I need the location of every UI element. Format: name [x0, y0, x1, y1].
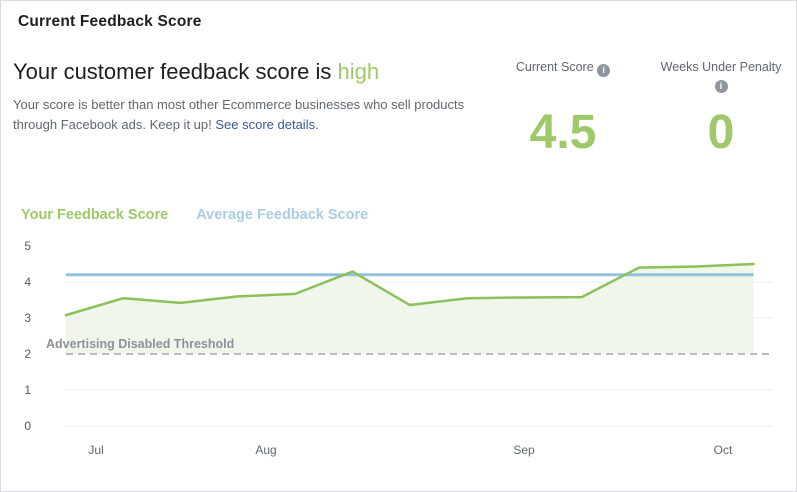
x-axis-label: Sep	[513, 443, 535, 457]
y-axis-label: 0	[24, 419, 31, 433]
score-description: Your score is better than most other Eco…	[13, 95, 473, 135]
score-description-text: Your score is better than most other Eco…	[13, 97, 465, 132]
see-score-details-link[interactable]: See score details	[215, 117, 316, 132]
threshold-label: Advertising Disabled Threshold	[46, 337, 234, 351]
score-description-suffix: .	[315, 117, 319, 132]
score-status: high	[337, 59, 380, 84]
info-icon[interactable]: i	[714, 80, 728, 93]
y-axis-label: 1	[24, 383, 31, 397]
y-axis-label: 5	[24, 239, 31, 253]
feedback-score-chart: 0 1 2 3 4 5 Advertising Disabled Threshold Jul A…	[1, 231, 796, 491]
weeks-under-penalty-value: 0	[707, 106, 735, 159]
stats-panel: Current Score i 4.5 Weeks Under Penalty …	[489, 59, 796, 159]
y-axis-label: 4	[24, 275, 31, 289]
y-axis-label: 2	[24, 347, 31, 361]
info-icon[interactable]: i	[597, 64, 611, 77]
x-axis-label: Aug	[255, 443, 276, 457]
score-headline-text: Your customer feedback score is	[13, 59, 338, 84]
x-axis-label: Jul	[88, 443, 103, 457]
weeks-under-penalty-label: Weeks Under Penalty i	[660, 60, 782, 93]
legend-your-feedback-score[interactable]: Your Feedback Score	[21, 207, 169, 223]
chart-legend: Your Feedback Score Average Feedback Sco…	[21, 207, 368, 223]
current-score-stat: Current Score i 4.5	[489, 59, 637, 157]
chart-canvas: 0 1 2 3 4 5 Advertising Disabled Threshold Jul A…	[24, 239, 773, 457]
legend-average-feedback-score[interactable]: Average Feedback Score	[196, 207, 369, 223]
current-score-label: Current Score i	[489, 59, 637, 107]
weeks-under-penalty-stat: Weeks Under Penalty i 0	[645, 59, 796, 159]
y-axis-label: 3	[24, 311, 31, 325]
your-feedback-score-line	[64, 262, 755, 317]
current-score-value: 4.5	[529, 106, 597, 159]
x-axis-label: Oct	[714, 443, 733, 457]
score-headline: Your customer feedback score is high	[13, 59, 379, 85]
card-title: Current Feedback Score	[18, 13, 202, 30]
feedback-score-area	[66, 264, 754, 354]
